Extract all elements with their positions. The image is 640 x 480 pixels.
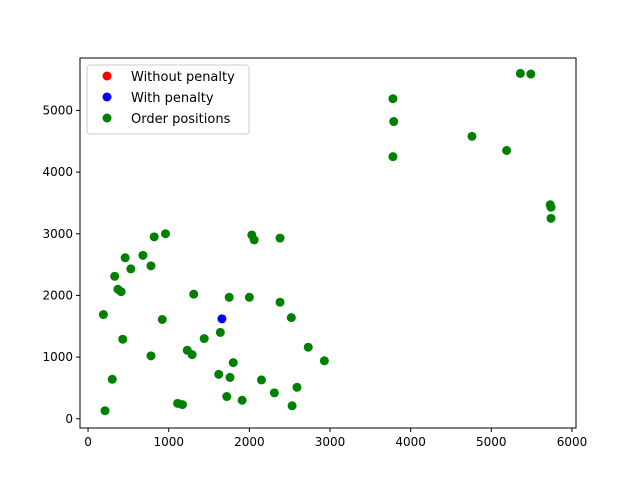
data-point: [249, 235, 259, 245]
legend-marker: [102, 71, 112, 81]
data-point: [110, 271, 120, 281]
data-point: [546, 213, 556, 223]
x-tick-label: 6000: [557, 435, 588, 449]
data-point: [149, 232, 159, 242]
data-point: [126, 264, 136, 274]
data-point: [157, 314, 167, 324]
x-tick-label: 1000: [153, 435, 184, 449]
legend-label: With penalty: [131, 91, 214, 106]
legend-marker: [102, 113, 112, 123]
x-tick-label: 3000: [315, 435, 346, 449]
y-tick-label: 3000: [42, 227, 73, 241]
data-point: [138, 250, 148, 260]
data-point: [215, 327, 225, 337]
data-point: [228, 358, 238, 368]
x-axis: 0 1000 2000 3000 4000 5000 6000: [84, 428, 587, 449]
data-point: [177, 400, 187, 410]
data-point: [287, 401, 297, 411]
data-point: [389, 117, 399, 127]
data-point: [222, 392, 232, 402]
y-axis: 0 1000 2000 3000 4000 5000: [42, 103, 80, 426]
y-tick-label: 0: [65, 412, 73, 426]
data-point: [217, 314, 227, 324]
data-point: [546, 202, 556, 212]
data-point: [116, 287, 126, 297]
data-point: [120, 253, 130, 263]
data-point: [515, 68, 525, 78]
data-point: [275, 297, 285, 307]
legend-marker: [102, 92, 112, 102]
data-point: [214, 369, 224, 379]
data-point: [467, 131, 477, 141]
data-point: [107, 374, 117, 384]
y-tick-label: 4000: [42, 165, 73, 179]
plot-frame: [79, 57, 577, 429]
y-tick-label: 1000: [42, 350, 73, 364]
data-point: [187, 350, 197, 360]
x-tick-label: 0: [84, 435, 92, 449]
y-tick-label: 5000: [42, 103, 73, 117]
data-point: [225, 372, 235, 382]
data-point: [303, 342, 313, 352]
legend-box: [86, 64, 250, 135]
data-point: [237, 395, 247, 405]
data-point: [199, 334, 209, 344]
data-point: [146, 351, 156, 361]
x-tick-label: 2000: [234, 435, 265, 449]
legend-label: Without penalty: [131, 70, 235, 85]
data-point: [100, 406, 110, 416]
x-tick-label: 5000: [476, 435, 507, 449]
data-point: [118, 334, 128, 344]
data-point: [269, 388, 279, 398]
data-point: [160, 229, 170, 239]
data-point: [256, 375, 266, 385]
x-tick-label: 4000: [395, 435, 426, 449]
data-point: [292, 382, 302, 392]
data-point: [224, 292, 234, 302]
data-point: [146, 261, 156, 271]
data-point: [388, 152, 398, 162]
data-point: [526, 69, 536, 79]
data-point: [189, 289, 199, 299]
data-point: [286, 313, 296, 323]
points-layer: [98, 68, 556, 416]
data-point: [275, 233, 285, 243]
data-point: [502, 146, 512, 155]
data-point: [244, 292, 254, 302]
legend: Without penalty With penalty Order positio…: [86, 64, 250, 135]
legend-label: Order positions: [131, 112, 231, 127]
data-point: [319, 356, 329, 366]
data-point: [388, 94, 398, 104]
data-point: [98, 310, 108, 320]
y-tick-label: 2000: [42, 288, 73, 302]
